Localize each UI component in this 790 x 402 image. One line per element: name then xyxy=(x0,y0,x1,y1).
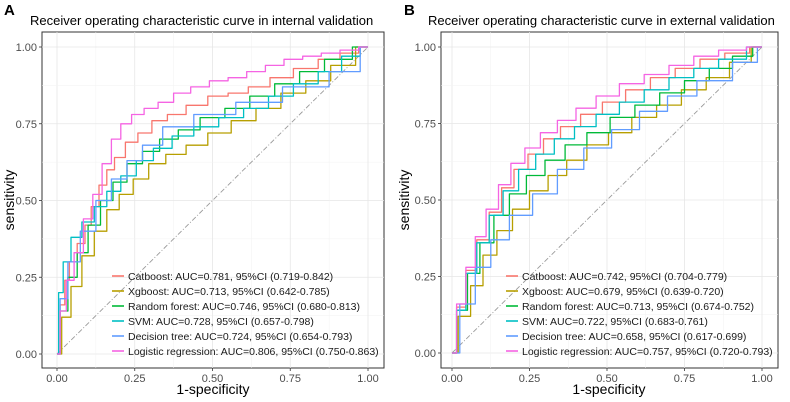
panel-b-y-axis-label: sensitivity xyxy=(396,170,412,231)
panel-b-y-tick-label: 0.75 xyxy=(415,119,436,131)
panel-a-x-tick-label: 0.50 xyxy=(202,373,223,385)
panel-b-legend: Catboost: AUC=0.742, 95%CI (0.704-0.779)… xyxy=(506,271,773,358)
panel-b-y-ticks: 0.00 0.25 0.50 0.75 1.00 xyxy=(415,42,441,360)
panel-b-title: Receiver operating characteristic curve … xyxy=(428,13,775,28)
panel-b-x-axis-label: 1-specificity xyxy=(572,381,645,397)
panel-b-legend-label: Random forest: AUC=0.713, 95%CI (0.674-0… xyxy=(522,301,754,313)
panel-a-y-tick-label: 0.75 xyxy=(16,119,37,131)
panel-a-legend-label: SVM: AUC=0.728, 95%CI (0.657-0.798) xyxy=(128,316,314,328)
panel-b-x-tick-label: 0.25 xyxy=(519,373,540,385)
panel-b-x-ticks: 0.00 0.25 0.50 0.75 1.00 xyxy=(441,368,773,385)
panel-a-legend-label: Decision tree: AUC=0.724, 95%CI (0.654-0… xyxy=(128,331,352,343)
panel-b-y-tick-label: 0.25 xyxy=(415,272,436,284)
panel-a-y-tick-label: 0.25 xyxy=(16,272,37,284)
panel-b-x-tick-label: 0.75 xyxy=(674,373,695,385)
panel-b-legend-label: Logistic regression: AUC=0.757, 95%CI (0… xyxy=(522,346,773,358)
panel-b-curve-logistic-regression xyxy=(452,46,762,354)
panel-b-legend-label: SVM: AUC=0.722, 95%CI (0.683-0.761) xyxy=(522,316,708,328)
panel-b-legend-label: Decision tree: AUC=0.658, 95%CI (0.617-0… xyxy=(522,331,746,343)
panel-a-curve-logistic-regression xyxy=(57,46,368,355)
panel-a-legend: Catboost: AUC=0.781, 95%CI (0.719-0.842)… xyxy=(112,271,379,358)
panel-b-curve-decision-tree xyxy=(452,46,762,354)
panel-a-reference-line xyxy=(56,46,369,355)
panel-b-x-tick-label: 0.00 xyxy=(441,373,462,385)
panel-a-y-tick-label: 0.50 xyxy=(16,196,37,208)
panel-a-curve-decision-tree xyxy=(57,46,368,355)
panel-a-curves xyxy=(57,46,368,355)
panel-a-title: Receiver operating characteristic curve … xyxy=(30,13,373,28)
panel-a-x-tick-label: 1.00 xyxy=(357,373,378,385)
panel-b-diagonal-line xyxy=(451,46,763,354)
panel-a-y-ticks: 0.00 0.25 0.50 0.75 1.00 xyxy=(16,42,42,361)
panel-a-x-tick-label: 0.75 xyxy=(280,373,301,385)
panel-a-curve-svm xyxy=(57,46,368,355)
panel-a-y-tick-label: 0.00 xyxy=(16,349,37,361)
panel-b-curves xyxy=(452,46,762,354)
panel-a-x-tick-label: 0.00 xyxy=(46,373,67,385)
panel-b-legend-label: Catboost: AUC=0.742, 95%CI (0.704-0.779) xyxy=(522,271,727,283)
panel-b-x-tick-label: 1.00 xyxy=(751,373,772,385)
panel-b-y-tick-label: 1.00 xyxy=(415,42,436,54)
panel-a-letter: A xyxy=(4,2,15,19)
panel-a-y-tick-label: 1.00 xyxy=(16,42,37,54)
panel-b-curve-xgboost xyxy=(452,46,762,354)
panel-a-legend-label: Catboost: AUC=0.781, 95%CI (0.719-0.842) xyxy=(128,271,333,283)
panel-external-validation: B Receiver operating characteristic curv… xyxy=(396,2,779,397)
panel-internal-validation: A Receiver operating characteristic curv… xyxy=(1,2,385,397)
panel-a-curve-xgboost xyxy=(57,46,368,355)
panel-a-x-tick-label: 0.25 xyxy=(124,373,145,385)
panel-a-x-ticks: 0.00 0.25 0.50 0.75 1.00 xyxy=(46,368,379,385)
panel-a-x-axis-label: 1-specificity xyxy=(176,381,249,397)
panel-b-reference-line xyxy=(451,46,763,354)
panel-a-diagonal-line xyxy=(56,46,369,355)
panel-b-x-tick-label: 0.50 xyxy=(596,373,617,385)
panel-b-y-tick-label: 0.50 xyxy=(415,195,436,207)
panel-b-y-tick-label: 0.00 xyxy=(415,348,436,360)
panel-b-curve-svm xyxy=(452,46,762,354)
panel-a-y-axis-label: sensitivity xyxy=(1,170,17,231)
panel-a-curve-catboost xyxy=(57,46,368,355)
panel-a-legend-label: Xgboost: AUC=0.713, 95%CI (0.642-0.785) xyxy=(128,286,330,298)
panel-b-letter: B xyxy=(404,2,415,19)
panel-a-legend-label: Logistic regression: AUC=0.806, 95%CI (0… xyxy=(128,346,379,358)
panel-b-legend-label: Xgboost: AUC=0.679, 95%CI (0.639-0.720) xyxy=(522,286,724,298)
panel-a-legend-label: Random forest: AUC=0.746, 95%CI (0.680-0… xyxy=(128,301,360,313)
panel-b-gridlines xyxy=(441,32,778,368)
